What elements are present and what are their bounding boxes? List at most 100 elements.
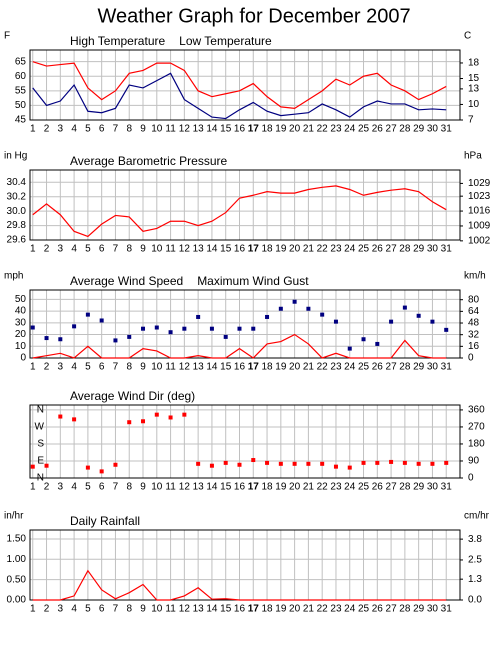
- x-tick-label: 2: [44, 482, 50, 493]
- x-tick-label: 24: [344, 604, 356, 615]
- y2-tick-label: 1.3: [468, 574, 482, 585]
- x-tick-label: 2: [44, 244, 50, 255]
- x-tick-label: 31: [441, 362, 453, 373]
- marker: [402, 305, 407, 310]
- marker: [306, 306, 311, 311]
- x-tick-label: 16: [234, 604, 246, 615]
- y2-tick-label: 0: [468, 353, 474, 364]
- y2-tick-label: 0: [468, 473, 474, 484]
- x-tick-label: 28: [399, 244, 411, 255]
- y2-tick-label: 3.8: [468, 534, 482, 545]
- marker: [99, 469, 104, 474]
- y-axis-label: F: [4, 31, 10, 42]
- x-tick-label: 2: [44, 604, 50, 615]
- marker: [85, 465, 90, 470]
- marker: [265, 314, 270, 319]
- marker: [389, 459, 394, 464]
- y2-tick-label: 18: [468, 58, 480, 69]
- x-tick-label: 22: [317, 362, 329, 373]
- x-tick-label: 4: [71, 604, 77, 615]
- y2-tick-label: 48: [468, 318, 480, 329]
- y2-tick-label: 10: [468, 99, 480, 110]
- marker: [141, 419, 146, 424]
- x-tick-label: 1: [30, 604, 36, 615]
- y2-tick-label: 0.0: [468, 595, 482, 606]
- x-tick-label: 24: [344, 244, 356, 255]
- x-tick-label: 12: [179, 482, 191, 493]
- y2-tick-label: 180: [468, 439, 485, 450]
- y-tick-label: 50: [15, 294, 27, 305]
- x-tick-label: 30: [427, 604, 439, 615]
- x-tick-label: 7: [113, 604, 119, 615]
- x-tick-label: 10: [151, 124, 163, 135]
- y2-tick-label: 90: [468, 456, 480, 467]
- x-tick-label: 3: [58, 124, 64, 135]
- y2-axis-label: C: [464, 31, 471, 42]
- marker: [292, 461, 297, 466]
- x-tick-label: 22: [317, 604, 329, 615]
- x-tick-label: 17: [248, 244, 260, 255]
- marker: [416, 461, 421, 466]
- x-tick-label: 20: [289, 124, 301, 135]
- marker: [444, 327, 449, 332]
- x-tick-label: 9: [140, 244, 146, 255]
- plot-frame: [29, 169, 461, 241]
- x-tick-label: 28: [399, 124, 411, 135]
- x-tick-label: 26: [372, 362, 384, 373]
- x-tick-label: 3: [58, 604, 64, 615]
- x-tick-label: 20: [289, 244, 301, 255]
- legend-entry: Average Wind Dir (deg): [70, 389, 195, 403]
- legend-entry: Average Wind Speed: [70, 274, 183, 288]
- series-line: [32, 61, 447, 109]
- marker: [402, 460, 407, 465]
- x-tick-label: 25: [358, 482, 370, 493]
- marker: [361, 337, 366, 342]
- y-tick-label: E: [37, 456, 44, 467]
- y2-tick-label: 13: [468, 84, 480, 95]
- x-tick-label: 26: [372, 604, 384, 615]
- x-tick-label: 5: [85, 362, 91, 373]
- marker: [223, 460, 228, 465]
- x-tick-label: 31: [441, 124, 453, 135]
- y-tick-label: 30.2: [7, 191, 27, 202]
- series-line: [32, 333, 447, 359]
- x-tick-label: 21: [303, 482, 315, 493]
- marker: [333, 464, 338, 469]
- legend-entry: Maximum Wind Gust: [197, 274, 309, 288]
- marker: [444, 460, 449, 465]
- marker: [292, 299, 297, 304]
- x-tick-label: 28: [399, 482, 411, 493]
- x-tick-label: 14: [206, 244, 218, 255]
- x-tick-label: 6: [99, 244, 105, 255]
- x-tick-label: 22: [317, 124, 329, 135]
- y-tick-label: W: [35, 422, 45, 433]
- y2-tick-label: 1029: [468, 178, 491, 189]
- y-tick-label: 30.4: [7, 177, 27, 188]
- x-tick-label: 27: [386, 482, 398, 493]
- y2-tick-label: 16: [468, 341, 480, 352]
- x-tick-label: 29: [413, 244, 425, 255]
- marker: [209, 463, 214, 468]
- x-tick-label: 31: [441, 604, 453, 615]
- marker: [278, 306, 283, 311]
- marker: [251, 458, 256, 463]
- marker: [168, 330, 173, 335]
- x-tick-label: 12: [179, 244, 191, 255]
- x-tick-label: 7: [113, 362, 119, 373]
- x-tick-label: 23: [330, 482, 342, 493]
- marker: [72, 417, 77, 422]
- marker: [237, 326, 242, 331]
- marker: [430, 319, 435, 324]
- y2-tick-label: 64: [468, 306, 480, 317]
- marker: [30, 464, 35, 469]
- plot-area: [30, 170, 460, 240]
- x-tick-label: 2: [44, 362, 50, 373]
- x-tick-label: 23: [330, 362, 342, 373]
- x-tick-label: 9: [140, 362, 146, 373]
- plot-area: [30, 290, 460, 358]
- marker: [141, 326, 146, 331]
- plot-area: [30, 405, 460, 478]
- x-tick-label: 16: [234, 124, 246, 135]
- marker: [182, 412, 187, 417]
